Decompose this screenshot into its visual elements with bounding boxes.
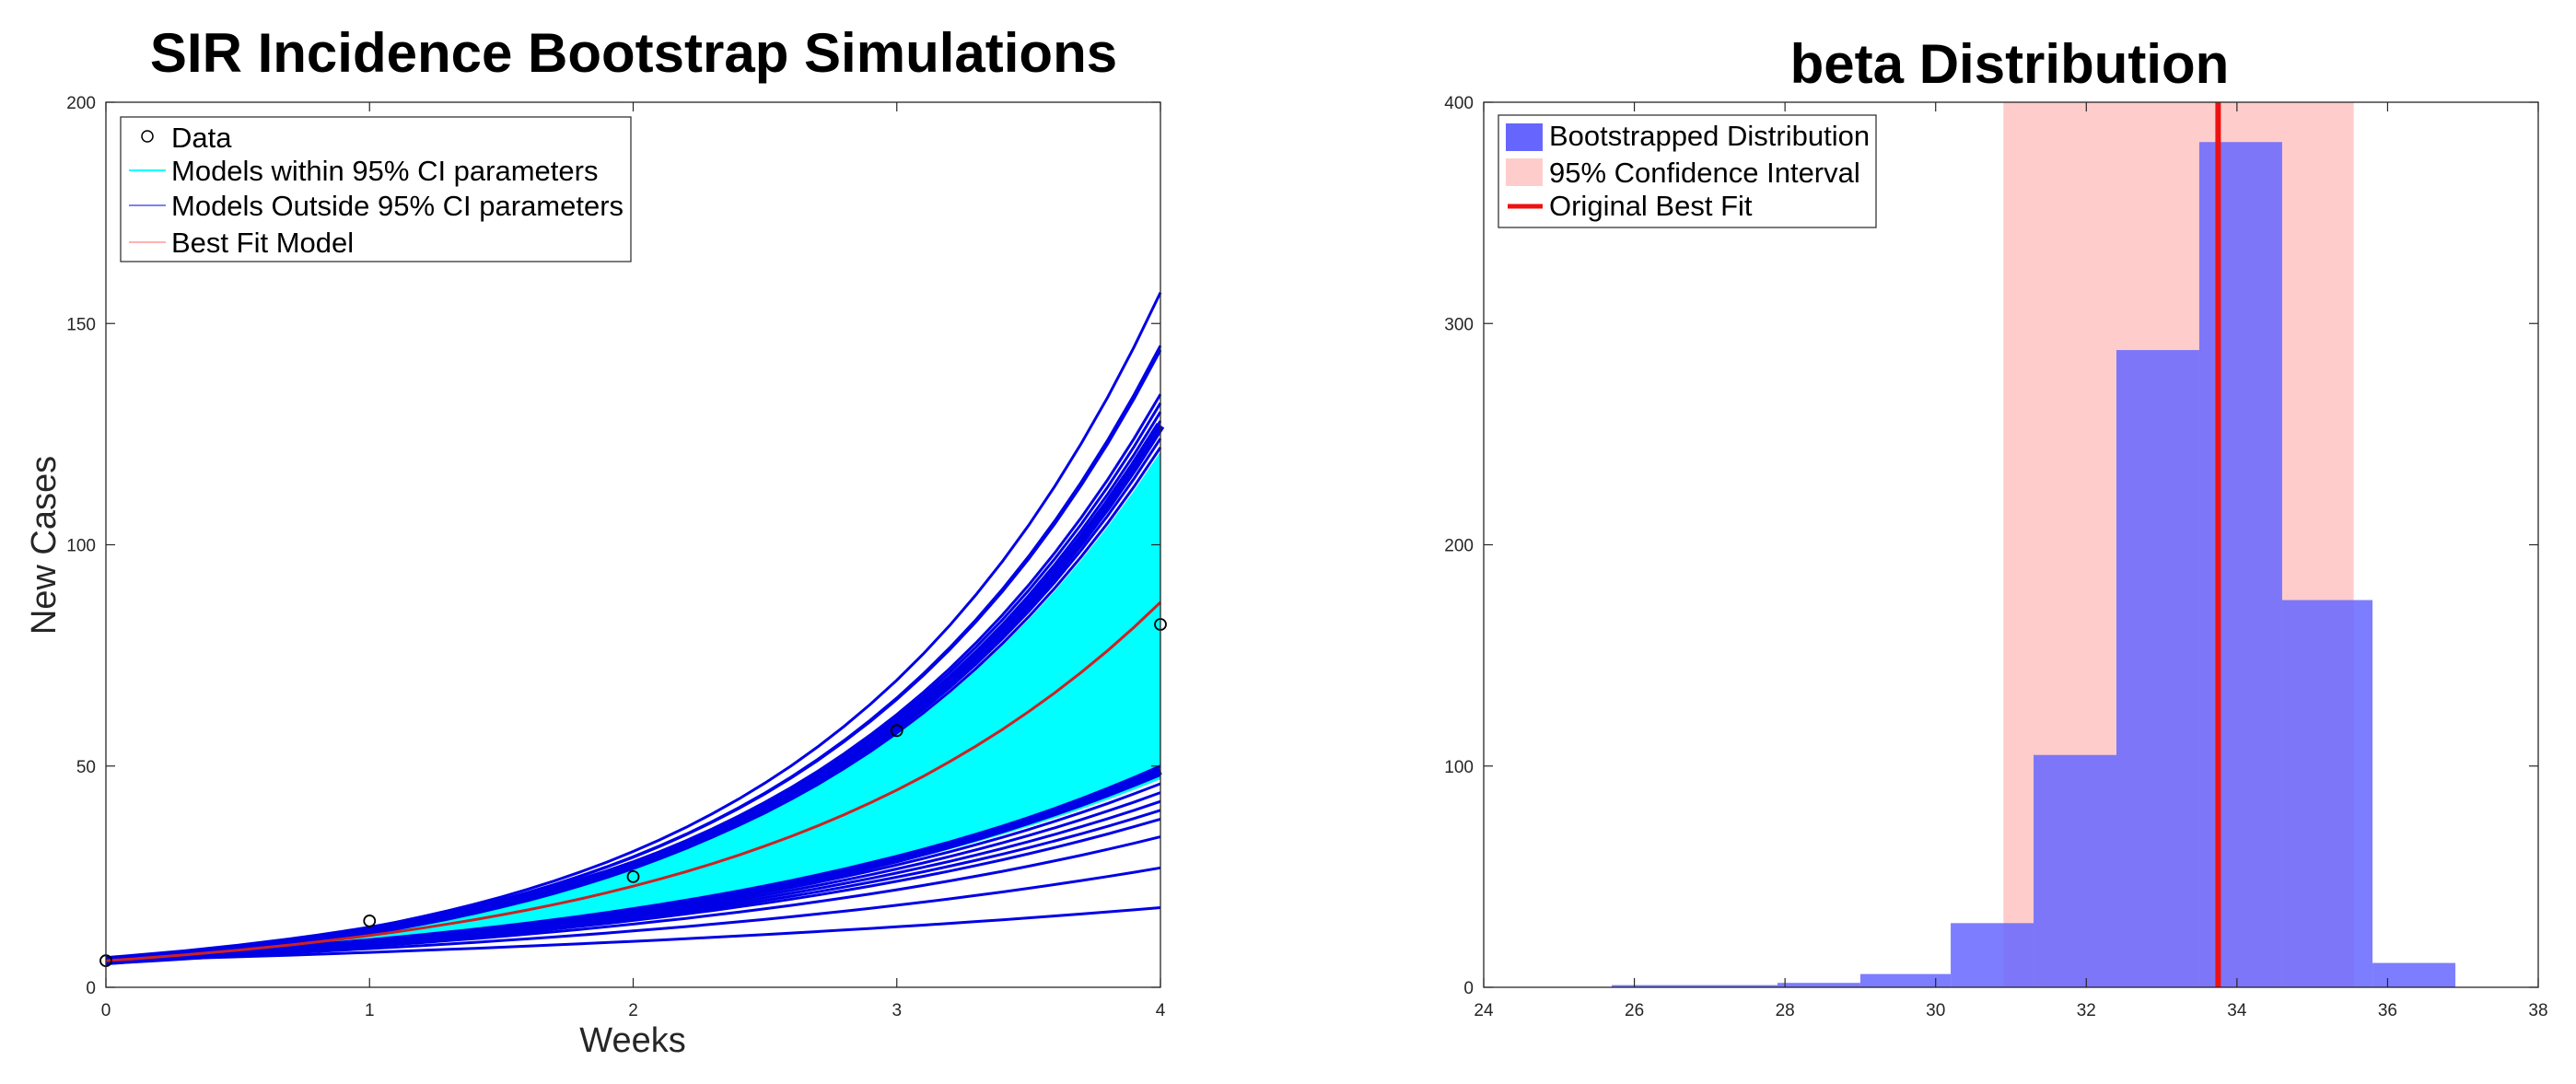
left-x-tick-label: 2 [628,1001,638,1020]
legend-label-original-fit: Original Best Fit [1549,190,1753,222]
histogram-bar [1695,985,1778,987]
histogram-bar [1777,983,1860,987]
right-legend: Bootstrapped Distribution 95% Confidence… [1498,114,1877,228]
histogram-bar [1951,923,2034,987]
right-x-tick-label: 38 [2528,1001,2547,1020]
left-x-tick-labels: 0 1 2 3 4 [101,102,1166,1020]
legend-histogram-swatch [1506,123,1543,151]
right-x-tick-label: 36 [2378,1001,2397,1020]
right-y-tick-label: 0 [1463,979,1474,998]
legend-label-bootstrapped: Bootstrapped Distribution [1549,120,1870,152]
best-fit-line [105,600,1162,962]
left-plot-area [99,291,1167,968]
legend-label-outside-ci: Models Outside 95% CI parameters [171,190,624,222]
sir-incidence-chart: SIR Incidence Bootstrap Simulations 0 1 2 3… [25,22,1167,1060]
right-y-tick-label: 300 [1444,315,1474,334]
left-y-tick-label: 200 [66,94,96,113]
right-legend-box [1498,114,1877,228]
left-y-tick-label: 100 [66,537,96,556]
left-chart-title: SIR Incidence Bootstrap Simulations [150,22,1117,84]
left-y-tick-labels: 0 50 100 150 200 [66,94,1160,998]
right-plot-area [1612,102,2456,988]
left-legend: Data Models within 95% CI parameters Mod… [120,116,632,262]
right-x-tick-label: 28 [1776,1001,1795,1020]
histogram-bar [2034,754,2116,987]
within-ci-band [106,451,1160,962]
left-x-tick-label: 3 [892,1001,902,1020]
left-y-tick-label: 150 [66,315,96,334]
outside-ci-curve [105,906,1161,962]
right-y-tick-label: 200 [1444,537,1474,556]
right-x-tick-label: 32 [2077,1001,2096,1020]
right-y-tick-labels: 0 100 200 300 400 [1444,94,2538,998]
legend-label-ci: 95% Confidence Interval [1549,157,1860,189]
right-x-tick-label: 30 [1926,1001,1945,1020]
left-y-tick-label: 0 [86,979,96,998]
histogram-bar [2116,350,2199,988]
right-x-tick-label: 26 [1625,1001,1644,1020]
legend-data-marker [141,130,154,143]
histogram-bar [2372,962,2456,987]
left-y-axis-label: New Cases [25,456,64,635]
left-x-tick-label: 4 [1156,1001,1166,1020]
left-x-tick-label: 0 [101,1001,111,1020]
left-legend-box [120,116,632,262]
right-x-tick-labels: 24 26 28 30 32 34 36 38 [1474,102,2548,1020]
right-x-tick-label: 34 [2227,1001,2247,1020]
legend-label-data: Data [171,122,232,154]
data-point [890,724,903,738]
outside-ci-curve [105,766,1162,965]
right-y-tick-label: 400 [1444,94,1474,113]
legend-ci-swatch [1506,158,1543,186]
left-x-axis-label: Weeks [579,1021,685,1060]
legend-label-best-fit: Best Fit Model [171,227,354,259]
data-point [363,915,377,927]
right-y-tick-label: 100 [1444,758,1474,777]
outside-ci-curve [105,423,1165,966]
legend-label-within-ci: Models within 95% CI parameters [171,155,598,187]
left-y-tick-label: 50 [76,758,96,777]
left-x-tick-label: 1 [365,1001,375,1020]
histogram-bar [1612,985,1695,987]
histogram-bar [2198,142,2282,987]
beta-distribution-chart: beta Distribution 24 26 28 30 32 34 36 38 01002… [1444,33,2547,1020]
histogram-bar [1859,973,1952,987]
histogram-bar [2281,600,2373,987]
data-point [626,869,640,883]
right-chart-title: beta Distribution [1790,33,2230,95]
right-x-tick-label: 24 [1474,1001,1494,1020]
